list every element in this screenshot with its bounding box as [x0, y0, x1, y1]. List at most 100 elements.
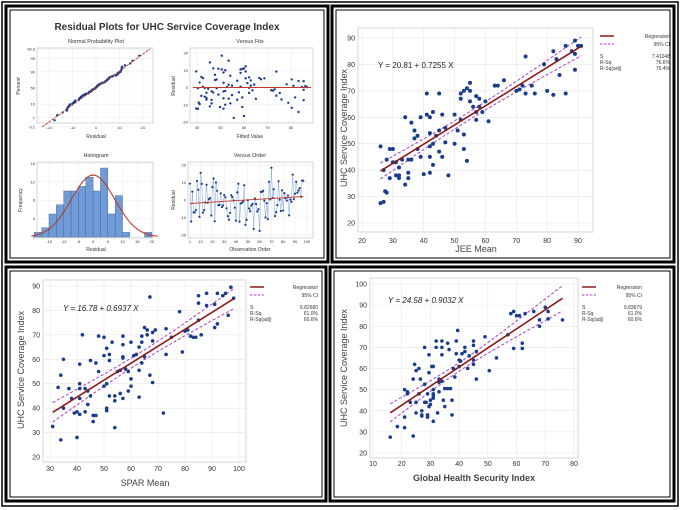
data-point: [137, 395, 141, 399]
data-point: [225, 207, 228, 210]
data-point: [283, 192, 286, 195]
data-point: [463, 349, 467, 354]
data-point: [517, 87, 522, 92]
data-point: [140, 361, 144, 365]
data-point: [428, 402, 433, 407]
data-point: [195, 179, 199, 183]
vo-title: Versus Order: [234, 153, 267, 159]
data-point: [424, 91, 429, 96]
data-point: [59, 373, 63, 377]
x-tick-label: 0: [92, 239, 95, 244]
x-tick-label: 70: [541, 461, 549, 468]
data-point: [212, 325, 217, 330]
data-point: [295, 180, 298, 183]
data-point: [56, 385, 60, 390]
data-point: [408, 400, 413, 405]
data-point: [442, 386, 447, 391]
data-point: [201, 211, 205, 214]
data-point: [102, 335, 106, 340]
data-point: [450, 398, 454, 402]
data-point: [520, 83, 525, 88]
stat-label: R-Sq: [582, 311, 594, 317]
data-point: [282, 209, 285, 212]
data-point: [430, 141, 435, 146]
data-point: [531, 309, 536, 314]
data-point: [501, 78, 506, 83]
y-tick-label: -10: [182, 102, 189, 107]
data-point: [384, 190, 389, 195]
data-point: [56, 113, 59, 117]
data-point: [237, 182, 240, 185]
y-tick-label: 20: [182, 163, 187, 168]
data-point: [203, 95, 206, 98]
data-point: [427, 170, 432, 175]
data-point: [241, 96, 244, 99]
data-point: [477, 104, 482, 109]
x-tick-label: 30: [427, 461, 435, 468]
data-point: [190, 220, 193, 223]
y-tick-label: 99: [31, 56, 36, 61]
data-point: [551, 92, 556, 97]
data-point: [440, 352, 444, 357]
data-point: [250, 204, 253, 207]
data-point: [150, 380, 155, 385]
data-point: [427, 144, 432, 149]
data-point: [74, 99, 77, 102]
data-point: [465, 366, 470, 371]
data-point: [233, 206, 236, 209]
data-point: [440, 339, 444, 343]
data-point: [121, 396, 125, 401]
data-point: [110, 340, 114, 344]
data-point: [222, 81, 225, 85]
y-tick-label: -20: [180, 233, 187, 238]
data-point: [443, 125, 448, 130]
data-point: [474, 377, 479, 381]
data-point: [120, 65, 124, 69]
stat-label: S: [250, 305, 254, 311]
data-point: [461, 146, 466, 151]
x-tick-label: 80: [543, 238, 551, 245]
data-point: [537, 318, 542, 322]
data-point: [397, 176, 402, 181]
data-point: [487, 368, 492, 373]
data-point: [427, 154, 432, 159]
data-point: [279, 209, 282, 213]
data-point: [229, 74, 232, 77]
x-tick-label: 50: [218, 125, 223, 130]
data-point: [245, 218, 248, 221]
data-point: [203, 208, 206, 212]
data-point: [427, 131, 432, 136]
vo-ylabel: Residual: [171, 190, 177, 209]
data-point: [237, 91, 241, 94]
y-tick-label: 70: [347, 88, 355, 95]
data-point: [253, 197, 256, 200]
data-point: [471, 339, 476, 343]
stat-value: 76.4%: [656, 66, 671, 72]
data-point: [445, 386, 450, 391]
data-point: [275, 94, 278, 97]
data-point: [425, 392, 430, 396]
data-point: [455, 328, 460, 333]
y-tick-label: 10: [31, 102, 36, 107]
data-point: [252, 83, 256, 86]
data-point: [126, 369, 131, 374]
residual-plots-title: Residual Plots for UHC Service Coverage …: [54, 22, 280, 33]
data-point: [222, 97, 225, 100]
data-point: [471, 358, 476, 362]
data-point: [403, 115, 408, 120]
data-point: [249, 210, 252, 213]
data-point: [440, 345, 444, 350]
x-tick-label: 50: [246, 239, 251, 244]
x-tick-label: 30: [46, 466, 54, 473]
data-point: [425, 415, 430, 419]
x-tick-label: 70: [269, 239, 274, 244]
data-point: [258, 229, 261, 232]
legend-ci: 95% CI: [302, 293, 318, 299]
ci-lower-line: [389, 310, 563, 423]
ghsi-legend: Regression 95% CI S 9.83679 R-Sq 61.0% R-S…: [582, 285, 643, 323]
y-tick-label: 12: [31, 179, 36, 184]
stat-value: 9.82680: [300, 305, 318, 311]
data-point: [215, 78, 218, 81]
data-point: [53, 119, 56, 122]
data-point: [104, 381, 109, 386]
